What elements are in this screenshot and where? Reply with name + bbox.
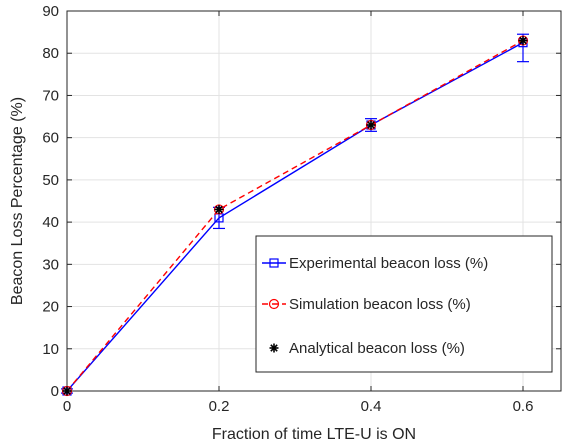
- data-point: [62, 386, 72, 396]
- legend-marker: [269, 343, 279, 353]
- y-tick-label: 50: [42, 172, 59, 189]
- y-tick-label: 20: [42, 299, 59, 316]
- asterisk-stroke: [519, 36, 527, 45]
- data-point: [214, 204, 224, 214]
- y-tick-label: 90: [42, 3, 59, 20]
- legend-marker: [269, 258, 279, 268]
- legend-box: [255, 235, 553, 373]
- y-axis-label: Beacon Loss Percentage (%): [9, 97, 26, 305]
- y-tick-label: 40: [42, 214, 59, 231]
- x-tick-label: 0.2: [209, 398, 230, 415]
- y-tick-label: 60: [42, 130, 59, 147]
- series-line: [66, 42, 524, 392]
- x-axis-label: Fraction of time LTE-U is ON: [212, 426, 416, 443]
- data-point: [518, 36, 528, 46]
- y-tick-label: 0: [51, 383, 59, 400]
- asterisk-stroke: [63, 387, 71, 395]
- legend-label: Simulation beacon loss (%): [289, 296, 471, 313]
- asterisk-stroke: [270, 344, 278, 352]
- asterisk-stroke: [215, 205, 223, 214]
- x-tick-label: 0.6: [513, 398, 534, 415]
- legend: Experimental beacon loss (%) Simulation b…: [255, 235, 553, 373]
- series-3: [62, 36, 528, 396]
- series-layer: [61, 33, 529, 397]
- data-point: [366, 120, 376, 130]
- legend-marker: [268, 298, 280, 310]
- axes: 0 0.2 0.4 0.6 0 10 20 30 40 50 60 70 80 90: [42, 3, 562, 415]
- y-tick-label: 80: [42, 45, 59, 62]
- y-tick-label: 70: [42, 87, 59, 104]
- asterisk-stroke: [367, 121, 375, 129]
- plot-frame: [66, 10, 562, 392]
- y-tick-label: 10: [42, 341, 59, 358]
- x-tick-label: 0.4: [361, 398, 382, 415]
- series-line: [66, 39, 524, 392]
- legend-label: Analytical beacon loss (%): [289, 340, 465, 357]
- x-tick-label: 0: [63, 398, 71, 415]
- legend-label: Experimental beacon loss (%): [289, 255, 488, 272]
- y-tick-label: 30: [42, 256, 59, 273]
